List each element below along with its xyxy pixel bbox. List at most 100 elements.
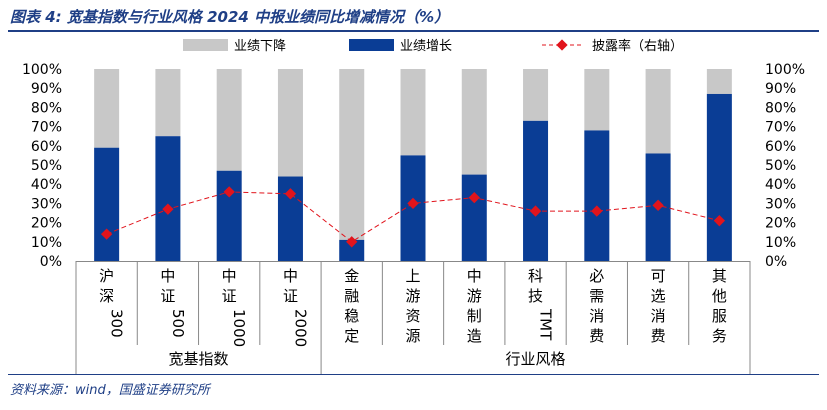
bar-decline [216, 69, 242, 171]
bar-growth [584, 130, 610, 261]
x-group-label: 行业风格 [506, 350, 566, 368]
ratio-point [223, 186, 235, 198]
x-category-label: 游 [405, 287, 420, 305]
ratio-point [652, 199, 664, 211]
x-category-label: 稳 [344, 307, 359, 325]
bar-growth [216, 170, 242, 261]
x-category-label: 上 [405, 267, 420, 285]
y-left-tick-label: 0% [40, 254, 62, 270]
y-right-tick-label: 90% [765, 81, 796, 97]
bar-decline [94, 69, 120, 148]
x-category-label: 务 [712, 327, 727, 345]
y-right-tick-label: 70% [765, 120, 796, 136]
y-right-tick-label: 100% [765, 62, 805, 78]
bar-growth [94, 147, 120, 261]
x-category-label: 费 [651, 327, 666, 345]
x-category-label: 造 [467, 327, 482, 345]
ratio-point [162, 203, 174, 215]
y-right-tick-label: 0% [765, 254, 787, 270]
legend-label-growth: 业绩增长 [400, 39, 452, 54]
bar-decline [155, 69, 181, 137]
y-right-tick-label: 60% [765, 139, 796, 155]
y-left-tick-label: 50% [31, 158, 62, 174]
y-left-tick-label: 30% [31, 196, 62, 212]
x-category-label: 沪 [99, 267, 114, 285]
legend-marker-ratio [556, 39, 568, 51]
bar-growth [339, 239, 365, 261]
x-category-label: 中 [283, 267, 298, 285]
x-category-label: 游 [467, 287, 482, 305]
x-category-label: 选 [651, 287, 666, 305]
legend-label-decline: 业绩下降 [234, 39, 286, 54]
y-left-tick-label: 20% [31, 216, 62, 232]
footer-divider [8, 374, 819, 375]
source-note: 资料来源：wind，国盛证券研究所 [10, 383, 210, 398]
bar-growth [461, 174, 487, 261]
y-left-tick-label: 40% [31, 177, 62, 193]
bar-decline [277, 69, 303, 177]
x-category-label: 其 [712, 267, 727, 285]
ratio-point [713, 215, 726, 227]
y-right-tick-label: 30% [765, 196, 796, 212]
x-category-label: 可 [651, 267, 666, 285]
x-category-label: 中 [467, 267, 482, 285]
legend-label-ratio: 披露率（右轴） [592, 38, 683, 54]
x-category-label: 2000 [291, 309, 309, 347]
title-divider [8, 30, 819, 32]
x-category-label: 资 [405, 307, 420, 325]
legend-swatch-decline [183, 39, 228, 51]
ratio-line [106, 191, 720, 243]
y-right-tick-label: 10% [765, 235, 796, 251]
ratio-point [284, 188, 297, 200]
x-category-label: 证 [283, 287, 298, 305]
x-category-label: 消 [651, 307, 666, 325]
y-left-tick-label: 60% [31, 139, 62, 155]
bar-decline [706, 69, 732, 94]
x-category-label: 金 [344, 267, 359, 285]
x-category-label: 中 [222, 267, 237, 285]
x-group-label: 宽基指数 [169, 350, 229, 368]
y-left-tick-label: 90% [31, 81, 62, 97]
bar-decline [339, 69, 365, 240]
x-category-label: 定 [344, 327, 359, 345]
x-category-label: 费 [589, 327, 604, 345]
bar-decline [461, 69, 487, 175]
ratio-point [529, 205, 542, 217]
chart-title: 图表 4: 宽基指数与行业风格 2024 中报业绩同比增减情况（%） [10, 8, 450, 26]
x-category-label: 制 [467, 307, 482, 325]
bar-decline [400, 69, 426, 156]
x-category-label: 源 [405, 327, 420, 345]
x-category-label: 深 [99, 287, 114, 305]
x-category-label: TMT [537, 308, 555, 341]
y-left-tick-label: 10% [31, 235, 62, 251]
x-category-label: 需 [589, 287, 604, 305]
y-left-tick-label: 100% [22, 62, 62, 78]
ratio-point [591, 205, 603, 217]
bar-decline [523, 69, 549, 121]
x-category-label: 他 [712, 287, 727, 305]
ratio-point [346, 236, 358, 248]
x-category-label: 消 [589, 307, 604, 325]
x-category-label: 融 [344, 287, 359, 305]
x-category-label: 证 [222, 287, 237, 305]
x-category-label: 必 [589, 267, 604, 285]
x-category-label: 1000 [230, 309, 248, 347]
x-category-label: 300 [108, 309, 126, 338]
ratio-point [407, 197, 419, 210]
x-category-label: 中 [160, 267, 175, 285]
y-right-tick-label: 80% [765, 100, 796, 116]
x-category-label: 500 [169, 309, 187, 338]
x-category-label: 科 [528, 267, 543, 285]
bar-growth [706, 93, 732, 262]
y-left-tick-label: 80% [31, 100, 62, 116]
bar-decline [645, 69, 671, 154]
y-right-tick-label: 20% [765, 216, 796, 232]
x-category-label: 技 [528, 287, 543, 305]
ratio-point [468, 191, 480, 204]
y-left-tick-label: 70% [31, 120, 62, 136]
bar-growth [523, 120, 549, 261]
x-category-label: 服 [712, 307, 727, 325]
bar-growth [155, 136, 181, 261]
bar-decline [584, 69, 610, 131]
